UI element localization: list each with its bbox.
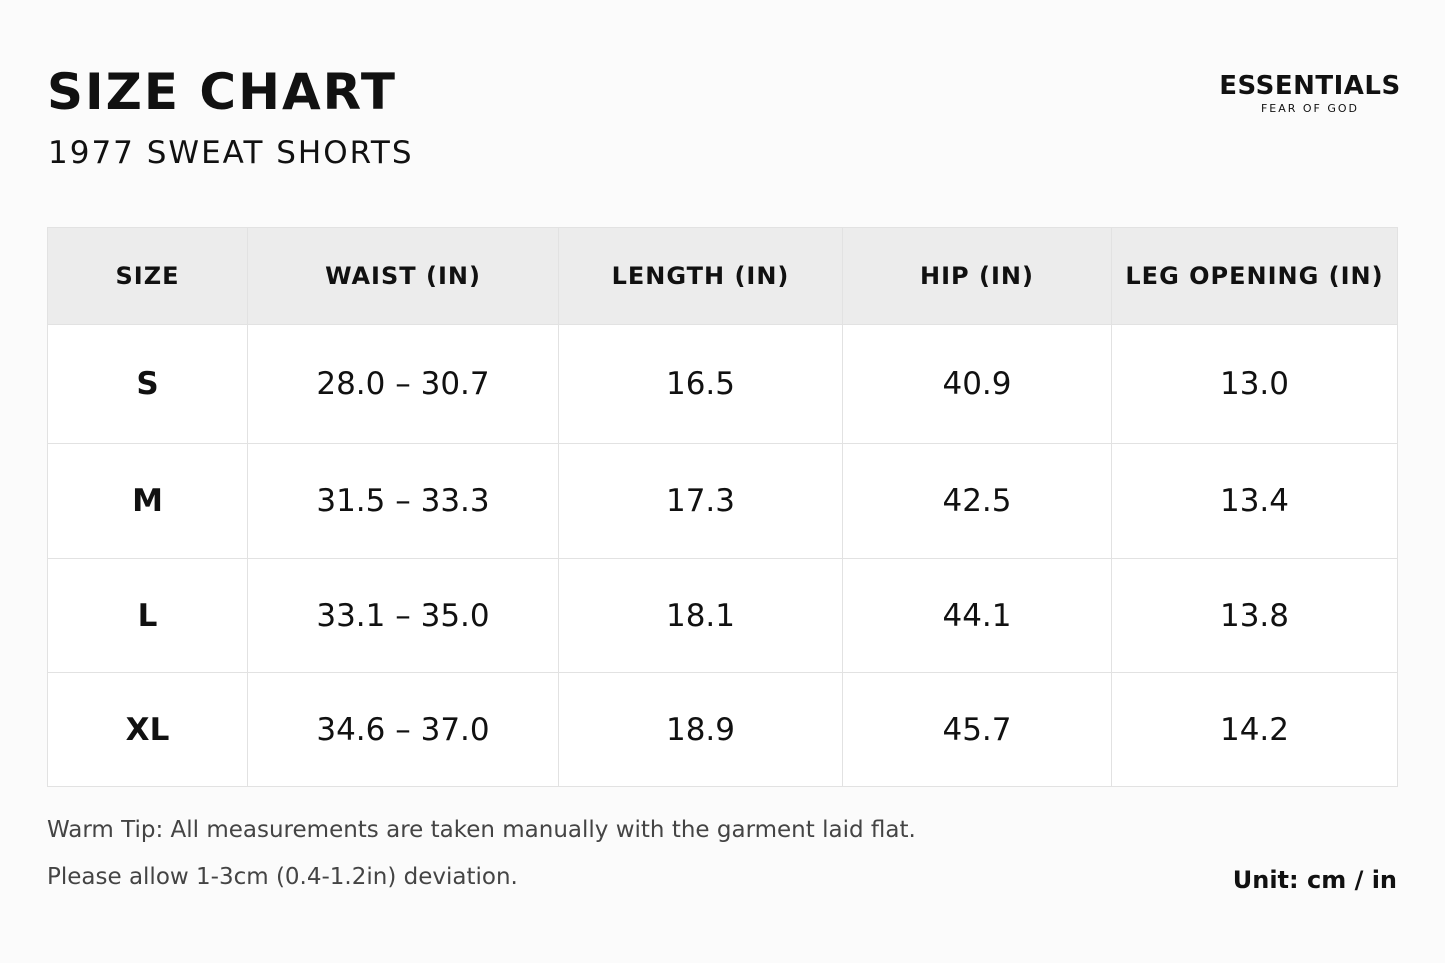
unit: Unit: cm / in — [1232, 866, 1397, 894]
table-cell: 13.4 — [1111, 443, 1398, 559]
table-cell: L — [47, 558, 248, 673]
column-header: LEG OPENING (IN) — [1111, 227, 1398, 325]
table-cell: 18.1 — [558, 558, 843, 673]
note: Warm Tip: All measurements are taken man… — [47, 817, 916, 843]
table-cell: 31.5 – 33.3 — [247, 443, 559, 559]
table-cell: XL — [47, 672, 248, 787]
brand: ESSENTIALS FEAR OF GOD — [1210, 70, 1410, 116]
table-cell: 34.6 – 37.0 — [247, 672, 559, 787]
column-header: WAIST (IN) — [247, 227, 559, 325]
table-cell: 14.2 — [1111, 672, 1398, 787]
table-cell: 17.3 — [558, 443, 843, 559]
table-cell: S — [47, 324, 248, 444]
title: SIZE CHART — [47, 63, 398, 121]
column-header: SIZE — [47, 227, 248, 325]
header-row: SIZE WAIST (IN) LENGTH (IN) HIP (IN) LEG OPE… — [47, 227, 1398, 325]
table-cell: 44.1 — [842, 558, 1112, 673]
table-row: XL 34.6 – 37.0 18.9 45.7 14.2 — [47, 672, 1398, 787]
table-cell: M — [47, 443, 248, 559]
note: Please allow 1-3cm (0.4-1.2in) deviation… — [47, 864, 518, 890]
table-row: L 33.1 – 35.0 18.1 44.1 13.8 — [47, 558, 1398, 673]
column-header: HIP (IN) — [842, 227, 1112, 325]
table-cell: 33.1 – 35.0 — [247, 558, 559, 673]
table-cell: 42.5 — [842, 443, 1112, 559]
table-cell: 40.9 — [842, 324, 1112, 444]
table-row: S 28.0 – 30.7 16.5 40.9 13.0 — [47, 324, 1398, 444]
subtitle: 1977 SWEAT SHORTS — [48, 135, 414, 171]
brand-name: ESSENTIALS — [1219, 71, 1401, 101]
table-cell: 13.0 — [1111, 324, 1398, 444]
table-cell: 18.9 — [558, 672, 843, 787]
table-cell: 16.5 — [558, 324, 843, 444]
table-cell: 28.0 – 30.7 — [247, 324, 559, 444]
column-header: LENGTH (IN) — [558, 227, 843, 325]
table-cell: 45.7 — [842, 672, 1112, 787]
table-cell: 13.8 — [1111, 558, 1398, 673]
brand-tagline: FEAR OF GOD — [1260, 102, 1360, 115]
table-row: M 31.5 – 33.3 17.3 42.5 13.4 — [47, 443, 1398, 559]
size-table: SIZE WAIST (IN) LENGTH (IN) HIP (IN) LEG OPE… — [47, 227, 1398, 787]
